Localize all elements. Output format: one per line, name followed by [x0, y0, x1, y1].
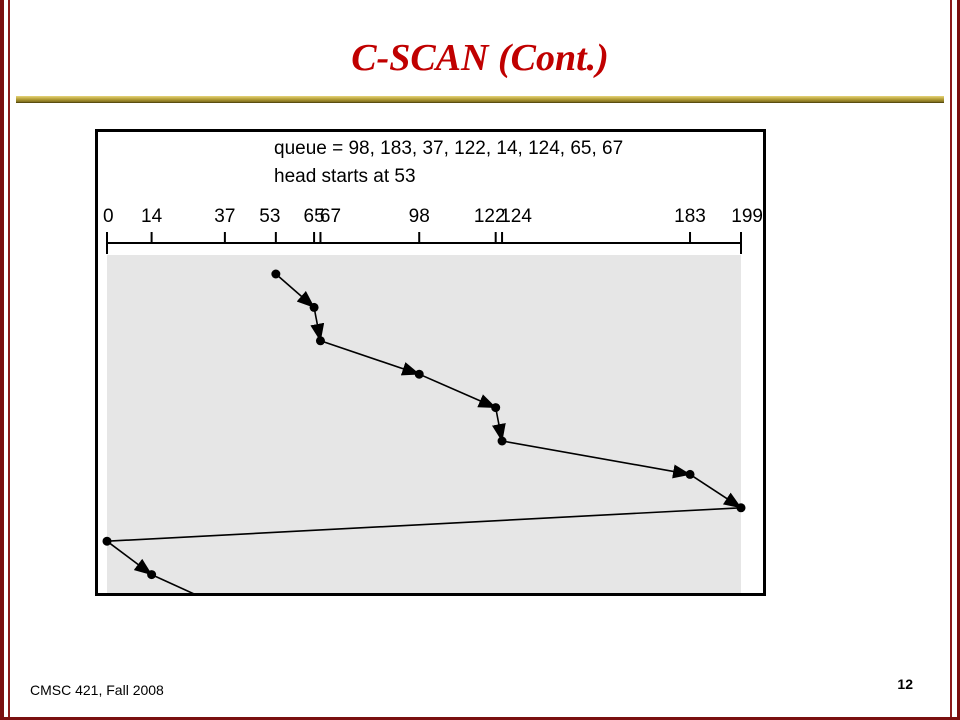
title-divider [16, 96, 944, 103]
tick-label-0: 0 [103, 206, 114, 227]
tick-label-122: 122 [474, 206, 506, 227]
tick-label-183: 183 [674, 206, 706, 227]
head-move-segment [501, 440, 692, 479]
return-sweep-segment [106, 507, 742, 542]
tick-label-37: 37 [214, 206, 235, 227]
request-points [102, 269, 746, 580]
head-move-segment [151, 573, 194, 593]
head-movement-path [106, 273, 742, 593]
head-start-label: head starts at 53 [274, 166, 416, 187]
queue-label: queue = 98, 183, 37, 122, 14, 124, 65, 6… [274, 138, 623, 159]
tick-label-53: 53 [259, 206, 280, 227]
head-move-segment [320, 340, 421, 376]
frame-left-inner-border [8, 0, 10, 720]
slide-title: C-SCAN (Cont.) [351, 37, 609, 79]
tick-label-124: 124 [500, 206, 532, 227]
request-point-98 [414, 369, 424, 379]
frame-left-border [0, 0, 4, 720]
shaded-region [107, 255, 741, 593]
head-move-segment [418, 373, 497, 409]
tick-label-98: 98 [409, 206, 430, 227]
cscan-diagram-svg: queue = 98, 183, 37, 122, 14, 124, 65, 6… [102, 138, 763, 593]
head-move-segment [106, 540, 153, 576]
head-move-segment [689, 473, 742, 509]
frame-bottom-border [0, 717, 960, 720]
axis-ticks [106, 232, 742, 254]
frame-right-border [957, 0, 960, 720]
frame-right-inner-border [950, 0, 952, 720]
tick-label-65: 65 [304, 206, 325, 227]
head-move-segment [491, 407, 506, 442]
cscan-diagram: queue = 98, 183, 37, 122, 14, 124, 65, 6… [95, 129, 766, 596]
request-point-183 [685, 469, 695, 479]
request-point-53 [271, 269, 281, 279]
tick-label-67: 67 [320, 206, 341, 227]
request-point-122 [491, 403, 501, 413]
request-point-0 [102, 536, 112, 546]
footer-course: CMSC 421, Fall 2008 [30, 682, 164, 698]
request-point-124 [497, 436, 507, 446]
footer-page-number: 12 [897, 676, 913, 692]
request-point-14 [147, 570, 157, 580]
tick-label-14: 14 [141, 206, 163, 227]
request-point-65 [309, 302, 319, 312]
tick-label-199: 199 [731, 206, 763, 227]
head-move-segment [275, 273, 315, 309]
request-point-67 [315, 336, 325, 346]
head-move-segment [310, 307, 325, 342]
request-point-199 [736, 503, 746, 513]
